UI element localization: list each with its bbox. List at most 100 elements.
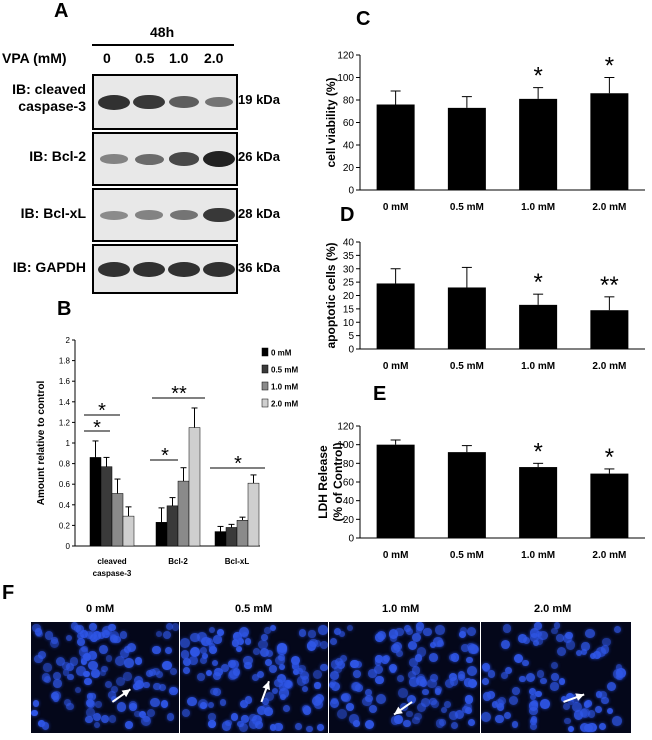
cell-nucleus <box>353 720 361 727</box>
cell-nucleus <box>119 631 128 639</box>
kda-label-gapdh: 36 kDa <box>238 260 280 275</box>
cell-nucleus <box>320 664 328 672</box>
cell-nucleus <box>235 645 243 653</box>
blot-label-gapdh: IB: GAPDH <box>12 259 86 275</box>
cell-nucleus <box>55 656 66 667</box>
cell-nucleus <box>374 659 382 666</box>
cell-nucleus <box>244 661 252 670</box>
cell-nucleus <box>145 669 154 677</box>
cell-nucleus <box>612 669 623 679</box>
cell-nucleus <box>530 715 538 723</box>
x-tick-label: 2.0 mM <box>592 550 626 561</box>
micrograph-0mm <box>30 621 180 734</box>
cell-nucleus <box>433 637 443 647</box>
cell-nucleus <box>85 716 93 724</box>
cell-nucleus <box>481 662 491 672</box>
significance-star: * <box>533 438 542 465</box>
cell-nucleus <box>82 652 92 662</box>
cell-nucleus <box>308 630 316 638</box>
cell-nucleus <box>269 624 276 631</box>
cell-nucleus <box>77 637 86 646</box>
cell-nucleus <box>97 631 105 639</box>
cell-nucleus <box>536 670 544 678</box>
cell-nucleus <box>187 696 197 707</box>
cell-nucleus <box>110 685 118 693</box>
bar <box>100 466 113 547</box>
cell-nucleus <box>429 641 436 648</box>
cell-nucleus <box>241 715 249 723</box>
cell-nucleus <box>334 665 342 674</box>
cell-nucleus <box>38 650 47 659</box>
cell-nucleus <box>562 702 571 711</box>
cell-nucleus <box>256 670 264 678</box>
cell-nucleus <box>583 701 591 709</box>
cell-nucleus <box>277 643 287 653</box>
blot-band <box>169 209 199 221</box>
blot-band <box>203 207 235 223</box>
x-tick-label: 0 mM <box>383 202 409 213</box>
y-tick-label: 35 <box>343 251 355 262</box>
cell-nucleus <box>275 655 285 665</box>
cell-nucleus <box>279 693 287 701</box>
cell-nucleus <box>412 716 420 725</box>
cell-nucleus <box>338 630 346 638</box>
legend-swatch <box>261 381 269 391</box>
blot-band <box>203 151 235 167</box>
y-tick-label: 2 <box>66 336 71 345</box>
cell-nucleus <box>162 631 172 640</box>
cell-nucleus <box>232 668 241 677</box>
cell-nucleus <box>211 659 219 666</box>
cell-nucleus <box>110 696 118 703</box>
cell-nucleus <box>108 623 116 632</box>
cell-nucleus <box>164 646 172 654</box>
blot-label-bclxl: IB: Bcl-xL <box>20 205 86 221</box>
cell-nucleus <box>594 705 603 714</box>
cell-nucleus <box>449 653 456 661</box>
chart-b: 0 0.2 0.4 0.6 0.8 1 1.2 1.4 1.6 1.8 2 Amount relati… <box>36 336 298 578</box>
cell-nucleus <box>244 696 253 704</box>
bar <box>519 98 558 190</box>
cell-nucleus <box>422 688 429 696</box>
cell-nucleus <box>388 629 399 639</box>
y-tick-label: 0.2 <box>59 521 71 530</box>
y-tick-label: 40 <box>343 141 355 152</box>
cell-nucleus <box>407 671 416 679</box>
cell-nucleus <box>388 663 398 673</box>
cell-nucleus <box>110 634 119 643</box>
cell-nucleus <box>134 656 143 665</box>
cell-nucleus <box>152 645 161 655</box>
cell-nucleus <box>155 670 163 678</box>
cell-nucleus <box>298 629 307 637</box>
cell-nucleus <box>88 660 98 671</box>
cell-nucleus <box>209 646 217 655</box>
cell-nucleus <box>201 652 209 659</box>
cell-nucleus <box>135 679 145 690</box>
cell-nucleus <box>415 622 425 632</box>
cell-nucleus <box>70 622 79 630</box>
blot-band <box>169 96 199 108</box>
cell-nucleus <box>565 639 576 650</box>
panel-a-letter: A <box>54 0 69 22</box>
cell-nucleus <box>319 641 328 649</box>
cell-nucleus <box>571 701 582 712</box>
cell-nucleus <box>430 674 439 683</box>
legend-label: 0 mM <box>271 349 292 358</box>
significance-star: * <box>93 417 101 439</box>
cell-nucleus <box>213 672 222 681</box>
blot-image-gapdh <box>92 244 238 294</box>
y-tick-label: 80 <box>343 459 355 470</box>
cell-nucleus <box>491 701 499 708</box>
x-tick-label: 0.5 mM <box>450 361 484 372</box>
cell-nucleus <box>460 626 468 635</box>
arrow-head <box>575 693 585 701</box>
cell-nucleus <box>318 625 328 635</box>
cell-nucleus <box>353 670 361 678</box>
cell-nucleus <box>329 637 337 645</box>
cell-nucleus <box>153 682 162 691</box>
cell-nucleus <box>62 669 70 676</box>
arrow-overlay <box>563 693 585 703</box>
cell-nucleus <box>272 687 279 694</box>
cell-nucleus <box>75 624 85 634</box>
cell-nucleus <box>351 682 361 692</box>
cell-nucleus <box>535 637 543 645</box>
